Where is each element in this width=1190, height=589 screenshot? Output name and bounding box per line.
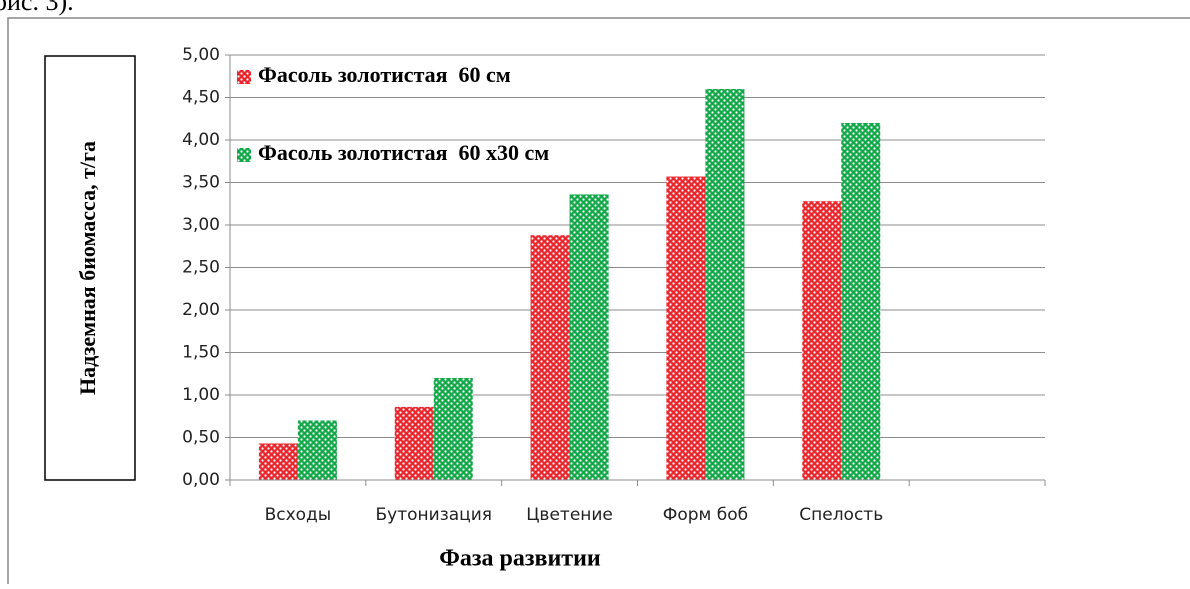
- y-tick-label: 0,50: [182, 428, 220, 448]
- bar: [802, 201, 842, 480]
- caption-fragment: рис. 3).: [0, 0, 74, 16]
- y-tick-label: 2,50: [182, 258, 220, 278]
- y-tick-label: 4,50: [182, 88, 220, 108]
- x-axis-label: Фаза развитии: [439, 546, 601, 572]
- bar: [530, 235, 570, 480]
- bar: [841, 123, 881, 480]
- bar: [666, 176, 706, 481]
- y-tick-label: 1,00: [182, 385, 220, 405]
- legend-swatch: [237, 148, 251, 162]
- chart-frame: [7, 17, 1190, 589]
- y-tick-label: 3,50: [182, 173, 220, 193]
- bar: [394, 406, 434, 480]
- bar: [297, 420, 337, 480]
- bar: [705, 89, 745, 480]
- y-tick-label: 2,00: [182, 300, 220, 320]
- x-tick-label: Цветение: [526, 505, 613, 525]
- y-tick-label: 1,50: [182, 343, 220, 363]
- legend-swatch: [237, 70, 251, 84]
- ylabel-box: [44, 55, 136, 481]
- y-tick-label: 4,00: [182, 130, 220, 150]
- x-tick-label: Спелость: [799, 505, 883, 525]
- y-tick-label: 3,00: [182, 215, 220, 235]
- y-axis-label: Надземная биомасса, т/га: [75, 141, 100, 395]
- legend-label: Фасоль золотистая 60 х30 см: [258, 140, 549, 165]
- bar: [258, 443, 298, 480]
- bar: [433, 378, 473, 480]
- x-tick-label: Форм боб: [663, 505, 748, 525]
- y-tick-label: 0,00: [182, 470, 220, 490]
- y-tick-label: 5,00: [182, 45, 220, 65]
- x-tick-label: Бутонизация: [376, 505, 493, 525]
- x-tick-label: Всходы: [265, 505, 332, 525]
- bar: [569, 194, 609, 480]
- legend-label: Фасоль золотистая 60 см: [258, 62, 511, 87]
